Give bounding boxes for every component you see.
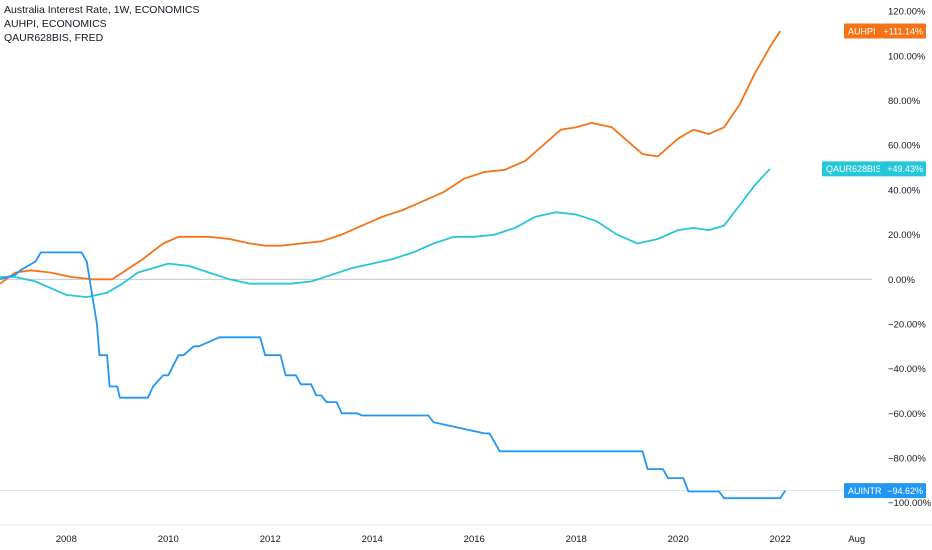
- badge-layer: AUHPI +111.14% QAUR628BIS +49.43% AUINTR −94.…: [822, 23, 926, 499]
- y-tick-label: −40.00%: [888, 364, 926, 375]
- legend-item-interest-rate[interactable]: Australia Interest Rate, 1W, ECONOMICS: [4, 4, 200, 16]
- y-tick-label: 60.00%: [888, 141, 921, 152]
- x-tick-label: 2014: [362, 534, 383, 545]
- badge-qaur628bis: QAUR628BIS +49.43%: [822, 161, 926, 177]
- series-line-qaur628bis: [0, 168, 771, 298]
- badge-series-value: +111.14%: [884, 26, 923, 36]
- y-tick-label: 20.00%: [888, 230, 921, 241]
- badge-series-name: AUINTR: [848, 486, 882, 496]
- series-line-auintr: [0, 251, 787, 500]
- x-tick-label: 2016: [464, 534, 485, 545]
- badge-auintr: AUINTR −94.62%: [844, 483, 926, 499]
- chart-legend: Australia Interest Rate, 1W, ECONOMICS A…: [4, 3, 199, 45]
- badge-series-name: AUHPI: [848, 26, 876, 36]
- y-tick-label: 80.00%: [888, 96, 921, 107]
- grid-layer: [0, 278, 932, 526]
- badge-name-box: [844, 483, 882, 499]
- y-tick-label: 100.00%: [888, 51, 926, 62]
- x-tick-label: 2022: [770, 534, 791, 545]
- series-line-auhpi: [0, 30, 781, 285]
- y-tick-label: −100.00%: [888, 498, 932, 509]
- badge-name-box: [844, 23, 882, 39]
- x-tick-label: 2018: [566, 534, 587, 545]
- y-tick-label: 120.00%: [888, 7, 926, 18]
- badge-series-value: −94.62%: [887, 486, 923, 496]
- badge-value-box: [882, 23, 926, 39]
- badge-auhpi: AUHPI +111.14%: [844, 23, 926, 39]
- y-axis: 120.00% 100.00% 80.00% 60.00% 40.00% 20.00% 0.…: [888, 7, 932, 509]
- x-axis: 2008 2010 2012 2014 2016 2018 2020 2022 Aug: [56, 534, 865, 545]
- badge-series-value: +49.43%: [887, 164, 923, 174]
- badge-value-box: [882, 483, 926, 499]
- x-tick-label: 2020: [668, 534, 689, 545]
- series-layer: [0, 30, 787, 500]
- legend-item-auhpi[interactable]: AUHPI, ECONOMICS: [4, 18, 107, 30]
- y-tick-label: 0.00%: [888, 275, 915, 286]
- badge-value-box: [880, 161, 926, 177]
- y-tick-label: 40.00%: [888, 185, 921, 196]
- legend-item-qaur628bis[interactable]: QAUR628BIS, FRED: [4, 32, 104, 44]
- y-tick-label: −20.00%: [888, 319, 926, 330]
- badge-name-box: [822, 161, 880, 177]
- x-tick-label: 2012: [260, 534, 281, 545]
- x-tick-label: Aug: [848, 534, 865, 545]
- badge-series-name: QAUR628BIS: [826, 164, 882, 174]
- y-tick-label: −80.00%: [888, 453, 926, 464]
- x-tick-label: 2010: [158, 534, 179, 545]
- x-tick-label: 2008: [56, 534, 77, 545]
- y-tick-label: −60.00%: [888, 409, 926, 420]
